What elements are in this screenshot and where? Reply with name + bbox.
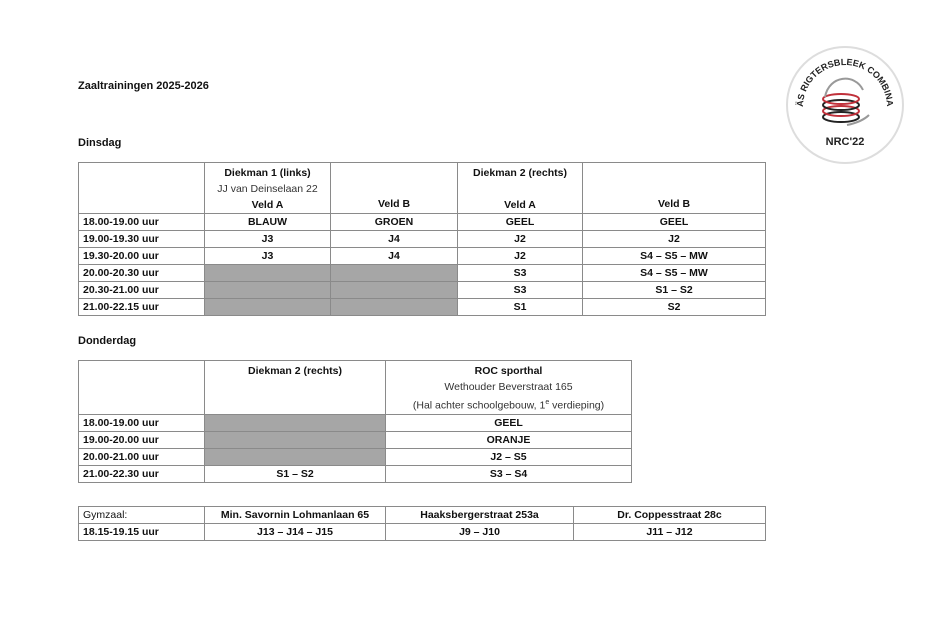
team-cell: J2 – S5 — [385, 447, 632, 466]
table-header-row: Diekman 1 (links) JJ van Deinselaan 22 V… — [78, 162, 766, 214]
page-title: Zaaltrainingen 2025-2026 — [78, 80, 209, 92]
header-roc-sporthal: ROC sporthal Wethouder Beverstraat 165 (… — [385, 360, 632, 415]
time-cell: 20.00-21.00 uur — [78, 447, 205, 466]
unavailable-cell — [330, 298, 458, 316]
team-cell: J2 — [457, 230, 583, 248]
header-diekman1-veld-a: Diekman 1 (links) JJ van Deinselaan 22 V… — [204, 162, 331, 214]
gymzaal-table: Gymzaal: Min. Savornin Lohmanlaan 65 Haa… — [78, 506, 766, 541]
team-cell: S4 – S5 – MW — [582, 247, 766, 265]
team-cell: J4 — [330, 247, 458, 265]
header-diekman2-veld-a: Diekman 2 (rechts) Veld A — [457, 162, 583, 214]
table-header-row: Diekman 2 (rechts) ROC sporthal Wethoude… — [78, 360, 632, 415]
team-cell: ORANJE — [385, 430, 632, 449]
time-cell: 19.00-20.00 uur — [78, 430, 205, 449]
table-row: 18.00-19.00 uur BLAUW GROEN GEEL GEEL — [78, 213, 766, 231]
team-cell: S4 – S5 – MW — [582, 264, 766, 282]
table-row: 19.00-19.30 uur J3 J4 J2 J2 — [78, 230, 766, 248]
team-cell: S3 – S4 — [385, 464, 632, 483]
table-row: 20.30-21.00 uur S3 S1 – S2 — [78, 281, 766, 299]
team-cell: J2 — [582, 230, 766, 248]
svg-text:NRC'22: NRC'22 — [826, 136, 865, 148]
unavailable-cell — [204, 413, 386, 432]
team-cell: GROEN — [330, 213, 458, 231]
time-cell: 20.30-21.00 uur — [78, 281, 205, 299]
team-cell: S2 — [582, 298, 766, 316]
time-cell: 21.00-22.30 uur — [78, 464, 205, 483]
table-row: 19.00-20.00 uur ORANJE — [78, 430, 632, 449]
header-diekman2-veld-b: Veld B — [582, 162, 766, 214]
unavailable-cell — [204, 264, 331, 282]
unavailable-cell — [204, 281, 331, 299]
team-cell: BLAUW — [204, 213, 331, 231]
time-cell: 19.00-19.30 uur — [78, 230, 205, 248]
table-row: 19.30-20.00 uur J3 J4 J2 S4 – S5 – MW — [78, 247, 766, 265]
time-cell: 18.00-19.00 uur — [78, 213, 205, 231]
table-row: 21.00-22.15 uur S1 S2 — [78, 298, 766, 316]
team-cell: S3 — [457, 281, 583, 299]
time-cell: 18.00-19.00 uur — [78, 413, 205, 432]
team-cell: S1 — [457, 298, 583, 316]
header-diekman2: Diekman 2 (rechts) — [204, 360, 386, 415]
unavailable-cell — [204, 298, 331, 316]
time-cell: 19.30-20.00 uur — [78, 247, 205, 265]
table-row: 18.00-19.00 uur GEEL — [78, 413, 632, 432]
dinsdag-table: Diekman 1 (links) JJ van Deinselaan 22 V… — [78, 162, 766, 316]
team-cell: GEEL — [582, 213, 766, 231]
team-cell: S3 — [457, 264, 583, 282]
unavailable-cell — [330, 281, 458, 299]
team-cell: S1 – S2 — [204, 464, 386, 483]
team-cell: J4 — [330, 230, 458, 248]
team-cell: J3 — [204, 247, 331, 265]
team-cell: J2 — [457, 247, 583, 265]
team-cell: S1 – S2 — [582, 281, 766, 299]
section-heading-donderdag: Donderdag — [78, 335, 137, 347]
section-heading-dinsdag: Dinsdag — [78, 137, 122, 149]
gymzaal-row: 18.15-19.15 uur J13 – J14 – J15 J9 – J10… — [78, 523, 766, 541]
unavailable-cell — [330, 264, 458, 282]
team-cell: GEEL — [457, 213, 583, 231]
header-diekman1-veld-b: Veld B — [330, 162, 458, 214]
table-row: 21.00-22.30 uur S1 – S2 S3 – S4 — [78, 464, 632, 483]
team-cell: GEEL — [385, 413, 632, 432]
time-cell: 21.00-22.15 uur — [78, 298, 205, 316]
team-cell: J3 — [204, 230, 331, 248]
gymzaal-header-row: Gymzaal: Min. Savornin Lohmanlaan 65 Haa… — [78, 506, 766, 524]
table-row: 20.00-21.00 uur J2 – S5 — [78, 447, 632, 466]
table-row: 20.00-20.30 uur S3 S4 – S5 – MW — [78, 264, 766, 282]
unavailable-cell — [204, 430, 386, 449]
club-logo: NÄÄS RIGTERSBLEEK COMBINATIE NRC'22 — [785, 45, 904, 164]
donderdag-table: Diekman 2 (rechts) ROC sporthal Wethoude… — [78, 360, 632, 483]
time-cell: 20.00-20.30 uur — [78, 264, 205, 282]
unavailable-cell — [204, 447, 386, 466]
